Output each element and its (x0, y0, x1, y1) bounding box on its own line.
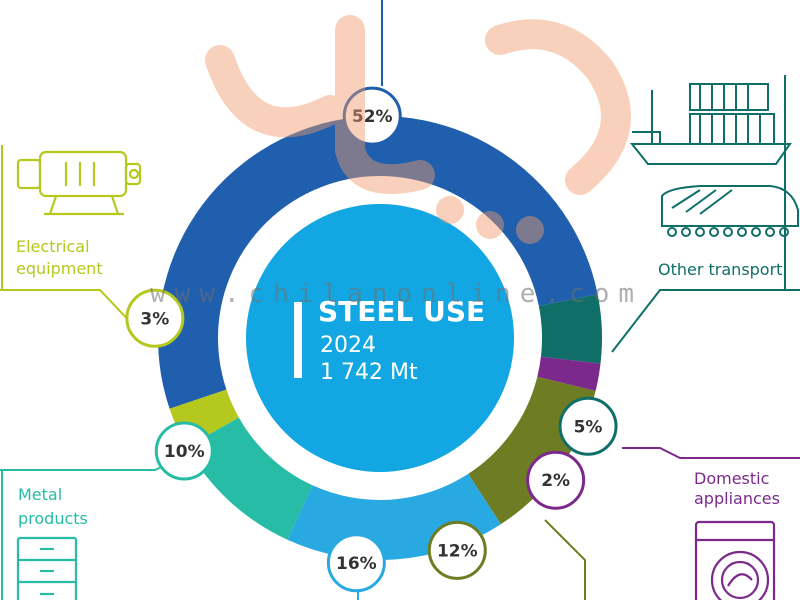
percentage-label-automotive: 12% (437, 541, 478, 561)
percentage-bubble-circle (125, 288, 185, 348)
label-domestic-appliances-line2: appliances (694, 489, 780, 508)
connector-metal-products (0, 463, 169, 471)
percentage-label-domestic-appliances: 2% (541, 471, 570, 491)
percentage-bubbles: 52% 5% 2% 12% 16% 10% 3% (125, 86, 618, 593)
connector-other-transport (611, 289, 800, 353)
percentage-bubble-machinery: 16% (326, 533, 386, 593)
percentage-label-construction: 52% (352, 107, 393, 127)
connector-electrical-equipment (0, 289, 137, 329)
center-year: 2024 (320, 333, 376, 358)
label-metal-products-line2: products (18, 509, 88, 528)
washing-machine-icon (694, 520, 776, 600)
donut-segment-metal-products (186, 417, 313, 540)
percentage-label-machinery: 16% (336, 554, 377, 574)
label-metal-products-line1: Metal (18, 485, 62, 504)
percentage-label-other-transport: 5% (574, 417, 603, 437)
drawer-cabinet-icon (16, 536, 78, 600)
percentage-bubble-other-transport: 5% (558, 396, 618, 456)
percentage-bubble-metal-products: 10% (154, 421, 214, 481)
percentage-bubble-circle (558, 396, 618, 456)
electrical-motor-icon (16, 150, 142, 216)
percentage-bubble-electrical-equipment: 3% (125, 288, 185, 348)
donut-segment-other-transport (538, 294, 602, 364)
label-other-transport: Other transport (658, 260, 782, 279)
connector-domestic-appliances (622, 447, 800, 459)
percentage-bubble-circle (154, 421, 214, 481)
watermark-text: www.chilanonline.com (150, 279, 643, 309)
percentage-bubble-automotive: 12% (427, 520, 487, 580)
donut-segment-domestic-appliances (537, 356, 601, 392)
label-domestic-appliances-line1: Domestic (694, 469, 769, 488)
percentage-bubble-circle (427, 520, 487, 580)
percentage-label-metal-products: 10% (164, 442, 205, 462)
ship-and-train-icon (629, 83, 799, 237)
percentage-bubble-domestic-appliances: 2% (526, 450, 586, 510)
donut-segments (158, 116, 602, 560)
connector-automotive (544, 519, 586, 600)
center-accent-bar (294, 302, 302, 378)
label-electrical-equipment-line1: Electrical (16, 237, 90, 256)
center-total: 1 742 Mt (320, 360, 418, 385)
percentage-bubble-construction: 52% (342, 86, 402, 146)
percentage-bubble-circle (342, 86, 402, 146)
label-electrical-equipment-line2: equipment (16, 259, 103, 278)
percentage-bubble-circle (526, 450, 586, 510)
percentage-bubble-circle (326, 533, 386, 593)
percentage-label-electrical-equipment: 3% (140, 309, 169, 329)
donut-segment-construction (158, 116, 598, 409)
center-title: STEEL USE (318, 295, 485, 328)
center-disc (246, 204, 514, 472)
watermark-logo (205, 15, 631, 244)
